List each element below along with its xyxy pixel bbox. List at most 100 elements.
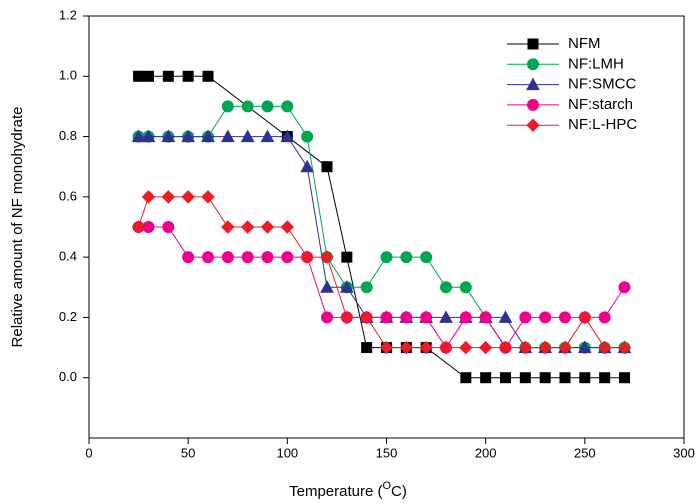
x-tick-label: 200 <box>475 445 497 460</box>
marker <box>201 129 215 143</box>
legend-label: NF:L-HPC <box>568 116 637 133</box>
marker <box>527 58 539 71</box>
marker <box>341 251 353 263</box>
marker <box>359 310 374 325</box>
series-line <box>138 75 625 379</box>
marker <box>527 98 539 111</box>
x-label-sup: O <box>382 480 391 492</box>
marker <box>559 311 571 324</box>
marker <box>300 250 314 264</box>
marker <box>578 310 592 325</box>
x-label-text: Temperature ( <box>289 483 382 500</box>
marker <box>459 311 472 324</box>
x-label-text: C) <box>391 483 407 500</box>
marker <box>519 372 531 384</box>
marker <box>420 251 433 264</box>
marker <box>380 311 393 324</box>
marker <box>599 372 611 384</box>
marker <box>380 251 393 264</box>
y-tick-label: 0.0 <box>59 369 77 384</box>
marker <box>241 100 254 113</box>
marker <box>141 190 156 204</box>
marker <box>301 130 314 143</box>
marker <box>300 159 315 173</box>
legend-label: NF:LMH <box>568 55 624 72</box>
marker <box>619 372 630 384</box>
marker <box>579 372 591 384</box>
marker <box>161 190 176 204</box>
marker <box>400 251 413 264</box>
marker <box>460 372 472 384</box>
legend-label: NF:starch <box>568 96 633 113</box>
marker <box>480 372 492 384</box>
marker <box>201 190 215 204</box>
marker <box>618 281 631 294</box>
marker <box>261 100 274 113</box>
marker <box>440 281 452 294</box>
marker <box>133 70 145 82</box>
marker <box>538 340 552 355</box>
series-line <box>138 196 625 349</box>
marker <box>202 251 214 264</box>
marker <box>143 70 154 82</box>
marker <box>320 280 334 293</box>
y-tick-label: 1.2 <box>59 7 77 22</box>
marker <box>459 281 472 294</box>
x-tick-label: 100 <box>276 445 298 460</box>
marker <box>519 311 532 324</box>
marker <box>577 340 592 354</box>
marker <box>241 251 254 264</box>
legend-label: NFM <box>568 35 601 52</box>
marker <box>321 161 333 173</box>
marker <box>597 340 612 355</box>
marker <box>339 280 354 293</box>
marker <box>459 340 473 355</box>
marker <box>559 372 571 384</box>
marker <box>420 311 433 324</box>
marker <box>141 129 156 143</box>
marker <box>320 250 334 264</box>
marker <box>181 129 196 143</box>
marker <box>379 340 394 355</box>
marker <box>261 251 274 264</box>
marker <box>360 281 373 294</box>
marker <box>221 100 234 113</box>
marker <box>558 340 572 355</box>
marker <box>221 220 235 234</box>
x-axis-label: Temperature (OC) <box>289 480 407 500</box>
marker <box>260 220 275 234</box>
marker <box>399 340 414 355</box>
y-tick-label: 0.8 <box>59 128 77 143</box>
x-tick-label: 150 <box>376 445 398 460</box>
marker <box>162 221 175 233</box>
x-tick-label: 50 <box>181 445 195 460</box>
marker <box>240 220 255 234</box>
marker <box>419 340 433 355</box>
marker <box>280 129 295 143</box>
marker <box>539 372 551 384</box>
marker <box>498 340 513 355</box>
marker <box>182 70 194 82</box>
marker <box>439 310 453 323</box>
marker <box>142 221 155 233</box>
marker <box>478 340 493 355</box>
legend-label: NF:SMCC <box>568 76 636 93</box>
marker <box>281 251 294 264</box>
marker <box>439 340 453 355</box>
marker <box>500 372 511 384</box>
marker <box>518 340 533 355</box>
marker <box>400 311 413 324</box>
y-axis-label: Relative amount of NF monohydrate <box>9 107 26 348</box>
marker <box>526 77 540 91</box>
marker <box>280 220 295 234</box>
marker <box>598 311 611 324</box>
x-tick-label: 250 <box>574 445 596 460</box>
marker <box>539 311 552 324</box>
series-line <box>138 226 625 349</box>
marker <box>221 251 234 264</box>
marker <box>498 310 513 323</box>
y-tick-label: 0.2 <box>59 309 77 324</box>
marker <box>181 190 195 204</box>
marker <box>260 129 275 143</box>
